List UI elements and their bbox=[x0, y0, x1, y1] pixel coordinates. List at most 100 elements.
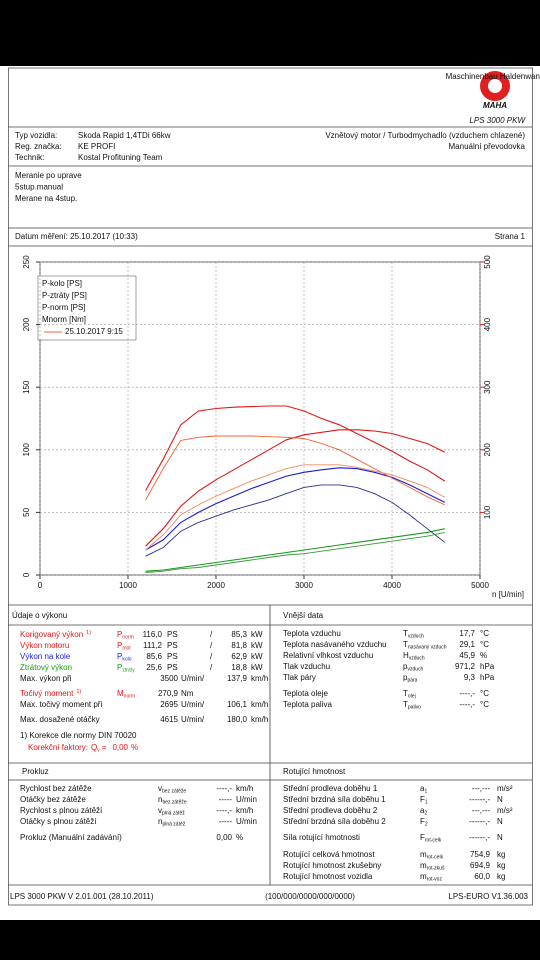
series-line bbox=[145, 467, 446, 551]
symbol-sub: nasávaný vzduch bbox=[408, 645, 447, 651]
section-title: Prokluz bbox=[22, 767, 49, 776]
separator: / bbox=[210, 630, 213, 639]
symbol-main: T bbox=[403, 629, 408, 638]
unit: °C bbox=[480, 640, 489, 649]
row-label: Prokluz (Manuální zadávání) bbox=[20, 833, 122, 842]
symbol-main: m bbox=[420, 861, 427, 870]
row-label: Tlak páry bbox=[283, 673, 316, 682]
symbol: Pmot bbox=[117, 641, 131, 652]
section-title: Údaje o výkonu bbox=[12, 611, 67, 620]
symbol-main: P bbox=[117, 630, 122, 639]
value: ----- bbox=[219, 795, 233, 804]
factor-value: 0,00 bbox=[112, 743, 128, 752]
symbol-main: p bbox=[403, 662, 408, 671]
label-note: 1) bbox=[76, 689, 81, 695]
value: 18,8 bbox=[231, 663, 247, 672]
value: 971,2 bbox=[455, 662, 476, 671]
symbol-sub: 2 bbox=[424, 811, 427, 817]
note: Merane na 4stup. bbox=[15, 194, 77, 203]
value: 111,2 bbox=[143, 641, 162, 650]
factor-unit: % bbox=[131, 743, 138, 752]
footnote: 1) Korekce dle normy DIN 70020 bbox=[20, 731, 137, 740]
legend-entry: Mnorm [Nm] bbox=[42, 315, 86, 324]
value: ------,- bbox=[469, 795, 490, 804]
unit: U/min/ bbox=[181, 715, 205, 724]
y2-tick-label: 200 bbox=[483, 443, 492, 457]
label-text: Tlak vzduchu bbox=[283, 662, 330, 671]
label-text: Teplota vzduchu bbox=[283, 629, 341, 638]
label-text: Rotující celková hmotnost bbox=[283, 850, 375, 859]
series-line bbox=[145, 528, 445, 572]
symbol-sub: palivo bbox=[408, 705, 421, 711]
note: Meranie po uprave bbox=[15, 171, 82, 180]
label-text: Relativní vlhkost vzduchu bbox=[283, 651, 373, 660]
symbol-main: m bbox=[420, 872, 427, 881]
value: 754,9 bbox=[470, 850, 491, 859]
row-label: Výkon motoru bbox=[20, 641, 69, 650]
x-tick-label: 0 bbox=[38, 581, 43, 590]
note: 5stup.manual bbox=[15, 183, 63, 192]
unit: Nm bbox=[181, 689, 194, 698]
symbol-main: P bbox=[117, 663, 122, 672]
y-tick-label: 150 bbox=[22, 380, 31, 394]
label-text: Max. dosažené otáčky bbox=[20, 715, 100, 724]
series-line bbox=[145, 435, 445, 506]
symbol-main: T bbox=[403, 689, 408, 698]
symbol: Pkolo bbox=[117, 652, 132, 663]
unit: kW bbox=[251, 630, 263, 639]
unit: PS bbox=[167, 630, 178, 639]
symbol: Hvzduch bbox=[403, 651, 425, 662]
value: 85,6 bbox=[146, 652, 162, 661]
gearbox: Manuální převodovka bbox=[449, 142, 526, 151]
page-number: Strana 1 bbox=[495, 232, 526, 241]
unit: kg bbox=[497, 850, 505, 859]
unit: N bbox=[497, 817, 503, 826]
symbol: a1 bbox=[420, 784, 427, 795]
footer-left: LPS 3000 PKW V 2.01.001 (28.10.2011) bbox=[10, 892, 154, 901]
symbol-sub: 1 bbox=[424, 789, 427, 795]
unit: km/h bbox=[251, 715, 268, 724]
unit: % bbox=[480, 651, 487, 660]
symbol-sub: rot-celk bbox=[425, 838, 442, 844]
symbol-main: P bbox=[117, 652, 122, 661]
label-note: 1) bbox=[86, 630, 91, 636]
unit: kW bbox=[251, 641, 263, 650]
value: 106,1 bbox=[227, 700, 248, 709]
symbol-main: v bbox=[158, 806, 162, 815]
symbol-main: a bbox=[420, 806, 425, 815]
row-label: Výkon na kole bbox=[20, 652, 71, 661]
symbol-main: n bbox=[158, 817, 162, 826]
symbol-sub: vzduch bbox=[408, 634, 424, 640]
symbol-sub: olej bbox=[408, 694, 416, 700]
row-label: Otáčky bez zátěže bbox=[20, 795, 86, 804]
label-text: Otáčky s plnou zátěží bbox=[20, 817, 97, 826]
symbol-main: F bbox=[420, 833, 425, 842]
label-text: Korigovaný výkon bbox=[20, 630, 83, 639]
value: 9,3 bbox=[464, 673, 476, 682]
legend-box bbox=[37, 275, 137, 341]
factor-label: Korekční faktory: bbox=[28, 743, 88, 752]
y-tick-label: 0 bbox=[22, 572, 31, 577]
legend-entry: P-ztráty [PS] bbox=[42, 291, 87, 300]
row-label: Teplota vzduchu bbox=[283, 629, 341, 638]
row-label: Točivý moment 1) bbox=[20, 689, 81, 698]
symbol-sub: mot bbox=[122, 646, 131, 652]
row-label: Relativní vlhkost vzduchu bbox=[283, 651, 373, 660]
symbol-sub: 2 bbox=[425, 822, 428, 828]
unit: km/h bbox=[236, 806, 253, 815]
value: 180,0 bbox=[227, 715, 248, 724]
symbol-sub: vzduch bbox=[409, 656, 425, 662]
value: 2695 bbox=[160, 700, 178, 709]
symbol: nbez zátěže bbox=[158, 795, 187, 806]
symbol-main: p bbox=[403, 673, 408, 682]
logo-ring: Maschinenbau Haldenwang bbox=[446, 72, 540, 81]
symbol-main: T bbox=[403, 640, 408, 649]
value: 62,9 bbox=[231, 652, 247, 661]
value: ----,- bbox=[459, 700, 475, 709]
label-text: Střední brzdná síla doběhu 2 bbox=[283, 817, 386, 826]
row-label: Rychlost bez zátěže bbox=[20, 784, 92, 793]
row-label: Teplota oleje bbox=[283, 689, 328, 698]
label-text: Síla rotující hmotnosti bbox=[283, 833, 360, 842]
label-text: Prokluz (Manuální zadávání) bbox=[20, 833, 122, 842]
